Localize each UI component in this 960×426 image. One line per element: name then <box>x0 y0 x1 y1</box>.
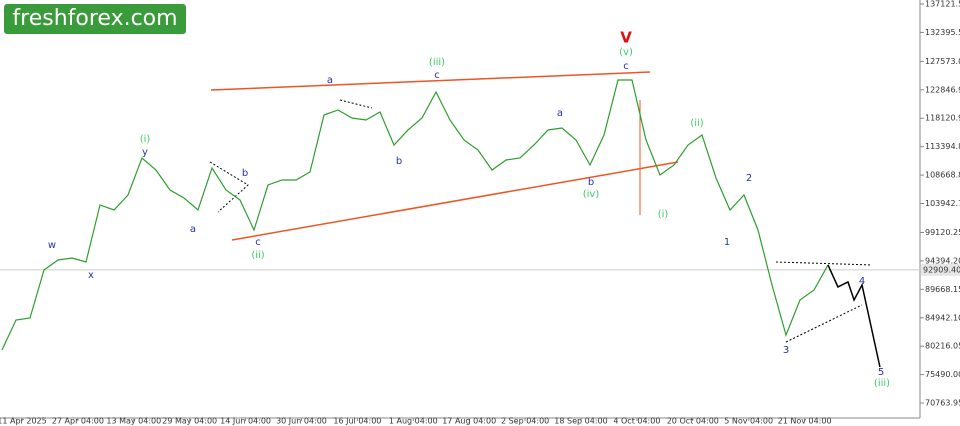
wave-label: b <box>242 168 248 179</box>
y-tick-label: 137121.55 <box>925 0 960 8</box>
wave-label: (iv) <box>583 189 600 200</box>
x-tick-label: 1 Aug 04:00 <box>389 417 438 426</box>
x-tick-label: 16 Jul 04:00 <box>333 417 381 426</box>
x-tick-label: 30 Jun 04:00 <box>276 417 327 426</box>
x-tick-label: 2 Sep 04:00 <box>501 417 549 426</box>
x-tick-label: 14 Jun 04:00 <box>220 417 271 426</box>
wave-label: 2 <box>746 173 752 184</box>
wave-label: (ii) <box>690 118 703 129</box>
x-tick-label: 4 Oct 04:00 <box>613 417 660 426</box>
wave-label: w <box>48 240 56 251</box>
wave-label: (v) <box>619 47 633 58</box>
wave-label: a <box>557 108 563 119</box>
y-tick-label: 94394.20 <box>925 256 960 265</box>
wave-label: a <box>327 75 333 86</box>
wave-label: x <box>88 270 94 281</box>
trend-line <box>231 161 679 241</box>
x-tick-label: 18 Sep 04:00 <box>554 417 607 426</box>
projection-line <box>827 264 881 368</box>
trend-line <box>210 71 651 91</box>
y-tick-label: 118120.90 <box>925 114 960 123</box>
x-tick-label: 11 Apr 2025 <box>0 417 47 426</box>
y-tick-label: 99120.25 <box>925 228 960 237</box>
wave-label: (i) <box>140 134 151 145</box>
wave-label: (iii) <box>429 57 445 68</box>
y-tick-label: 132395.50 <box>925 28 960 37</box>
y-tick-label: 80216.05 <box>925 342 960 351</box>
wave-label: c <box>434 70 440 81</box>
triangle-line <box>209 161 249 213</box>
price-line <box>1 79 829 351</box>
x-tick-label: 20 Oct 04:00 <box>667 417 719 426</box>
y-tick-label: 103942.75 <box>925 199 960 208</box>
current-price-box <box>921 263 960 276</box>
y-tick-label: 84942.10 <box>925 313 960 322</box>
current-price-label: 92909.40 <box>923 265 960 274</box>
wave-label: a <box>190 224 196 235</box>
y-tick-label: 127573.00 <box>925 57 960 66</box>
triangle-line <box>775 261 873 266</box>
x-tick-label: 29 May 04:00 <box>162 417 217 426</box>
wave-label: y <box>142 147 148 158</box>
wave-label: (i) <box>658 209 669 220</box>
x-tick-label: 13 May 04:00 <box>106 417 161 426</box>
wave-label: 5 <box>878 367 884 378</box>
watermark: freshforex.com <box>12 6 177 31</box>
wave-label: c <box>255 237 261 248</box>
y-tick-label: 89668.15 <box>925 285 960 294</box>
wave-label: 4 <box>859 276 865 287</box>
wave-label: (iii) <box>874 378 890 389</box>
x-tick-label: 27 Apr 04:00 <box>52 417 104 426</box>
wave-label: 3 <box>783 345 789 356</box>
y-tick-label: 75490.00 <box>925 370 960 379</box>
wave-label: b <box>396 156 402 167</box>
wave-label: c <box>623 61 629 72</box>
watermark-box <box>4 4 186 34</box>
y-tick-label: 122846.95 <box>925 85 960 94</box>
y-tick-label: 108668.80 <box>925 171 960 180</box>
y-tick-label: 113394.85 <box>925 142 960 151</box>
x-tick-label: 17 Aug 04:00 <box>442 417 496 426</box>
triangle-line <box>339 99 373 109</box>
wave-label: b <box>588 177 594 188</box>
x-tick-label: 5 Nov 04:00 <box>724 417 773 426</box>
wave-label: (ii) <box>251 250 264 261</box>
y-tick-label: 70763.95 <box>925 399 960 408</box>
x-tick-label: 21 Nov 04:00 <box>778 417 832 426</box>
wave-label: 1 <box>724 237 730 248</box>
wave-label: V <box>620 29 632 47</box>
